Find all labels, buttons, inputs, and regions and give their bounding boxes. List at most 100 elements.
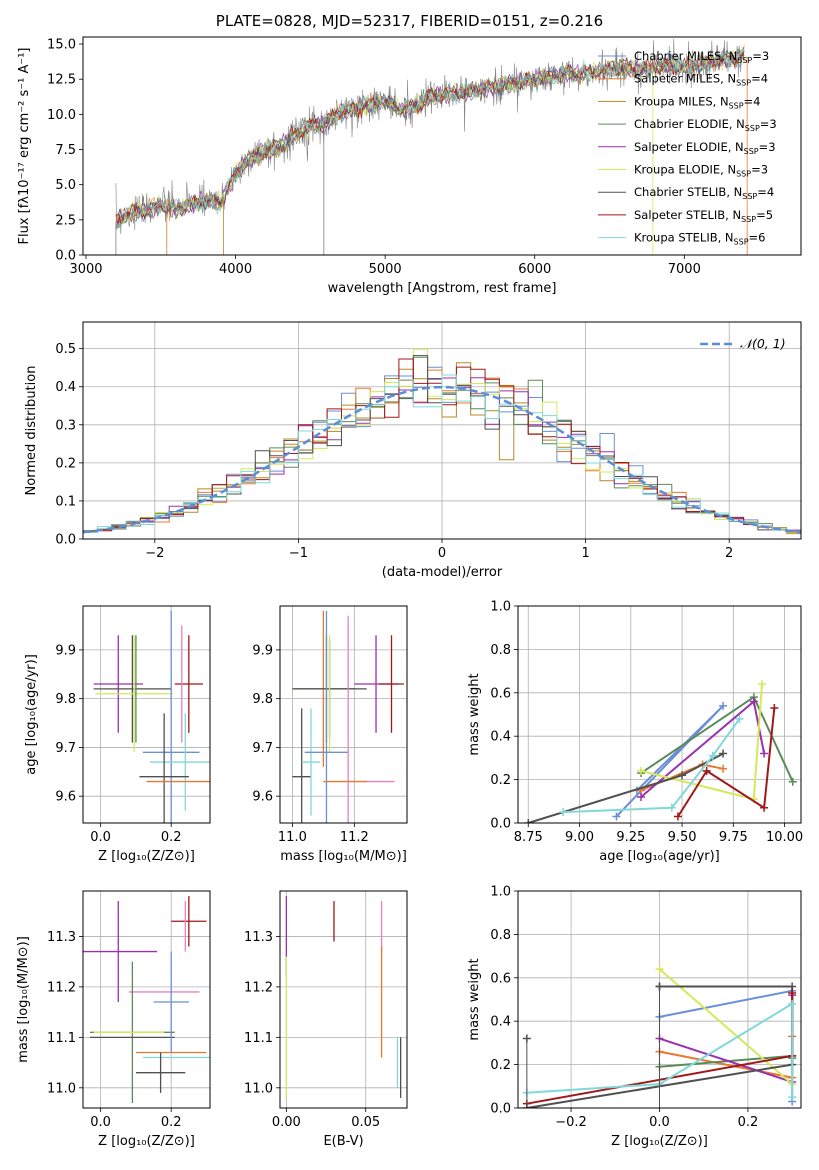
x-axis-label: Z [log₁₀(Z/Z⊙)]	[98, 1134, 195, 1149]
age-vs-mass-panel: 11.0 11.2 9.6 9.7 9.8 9.9 mass [log₁₀(M/M⊙)]	[252, 605, 408, 864]
y-tick-label: 0.6	[490, 686, 511, 701]
x-tick-label: 0.2	[161, 1115, 182, 1130]
x-axis-label: Z [log₁₀(Z/Z⊙)]	[611, 1134, 708, 1149]
x-tick-label: 0.00	[272, 1115, 301, 1130]
y-tick-label: 0.0	[55, 533, 76, 548]
error-bars	[285, 896, 402, 1098]
weight-marker	[559, 808, 568, 817]
axes-frame	[82, 36, 802, 256]
y-axis-label: mass weight	[467, 673, 482, 755]
y-tick-label: 1.0	[490, 885, 511, 900]
y-tick-label: 9.9	[252, 643, 273, 658]
x-tick-label: 0.0	[90, 830, 111, 845]
weight-marker	[667, 803, 676, 812]
error-bars	[93, 610, 210, 823]
axes-frame	[279, 890, 408, 1109]
weight-marker	[788, 1093, 797, 1102]
weight-marker	[708, 751, 717, 760]
model-spectrum-salpeter_stelib	[115, 52, 745, 225]
y-tick-label: 11.3	[244, 930, 273, 945]
error-bars	[83, 896, 210, 1103]
axes-frame	[82, 890, 211, 1109]
x-tick-label: 0	[438, 546, 446, 561]
x-tick-label: −2	[145, 546, 164, 561]
y-tick-label: 11.3	[47, 930, 76, 945]
y-tick-label: 7.5	[55, 143, 76, 158]
legend-entry: Salpeter STELIB, NSSP=5	[634, 208, 773, 224]
spectrum-panel: 3000 4000 5000 6000 7000 0.0 2.5 5.0 7.5 10.0 12.5…	[17, 36, 802, 296]
weight-line-salpeter_stelib	[677, 707, 776, 818]
y-tick-label: 0.8	[490, 928, 511, 943]
y-tick-label: 2.5	[55, 213, 76, 228]
weight-vs-age-panel: 8.75 9.00 9.25 9.50 9.75 10.00 0.0 0.2 0.4 0.6 0.8…	[467, 600, 803, 865]
x-axis-label: wavelength [Angstrom, rest frame]	[328, 281, 557, 296]
y-tick-label: 11.0	[47, 1081, 76, 1096]
legend-entry: Chabrier STELIB, NSSP=4	[634, 185, 774, 201]
histogram-kroupa_stelib	[83, 374, 801, 534]
x-axis-label: Z [log₁₀(Z/Z⊙)]	[98, 849, 195, 864]
y-tick-label: 9.7	[252, 741, 273, 756]
x-tick-label: 9.00	[565, 830, 594, 845]
x-tick-label: 6000	[518, 262, 551, 277]
x-tick-label: 0.0	[649, 1115, 670, 1130]
y-tick-label: 0.5	[55, 342, 76, 357]
legend-entry-normal: 𝒩(0, 1)	[740, 336, 786, 351]
axes-frame	[279, 605, 408, 824]
x-tick-label: 7000	[668, 262, 701, 277]
y-tick-label: 9.7	[55, 741, 76, 756]
y-tick-label: 0.2	[490, 773, 511, 788]
weight-marker	[702, 766, 711, 775]
x-tick-label: 9.25	[616, 830, 645, 845]
legend-entry: Salpeter ELODIE, NSSP=3	[634, 140, 776, 156]
x-tick-label: 11.2	[340, 830, 369, 845]
weight-marker	[788, 777, 797, 786]
x-axis-label: E(B-V)	[323, 1134, 363, 1149]
y-tick-label: 15.0	[47, 38, 76, 53]
x-tick-label: 4000	[219, 262, 252, 277]
weight-marker	[760, 803, 769, 812]
y-tick-label: 5.0	[55, 178, 76, 193]
x-tick-label: 1	[581, 546, 589, 561]
age-vs-Z-panel: 0.0 0.2 9.6 9.7 9.8 9.9 Z [log₁₀(Z/Z⊙)] age [lo…	[24, 605, 211, 864]
weight-line-chabrier_elodie	[640, 695, 794, 783]
weight-lines	[522, 965, 797, 1108]
weight-marker	[524, 819, 533, 823]
legend-entry: Kroupa MILES, NSSP=4	[634, 94, 760, 110]
x-tick-label: 3000	[69, 262, 102, 277]
x-tick-label: 10.00	[766, 830, 803, 845]
y-tick-label: 11.0	[244, 1081, 273, 1096]
legend-entry: Salpeter MILES, NSSP=4	[634, 72, 768, 88]
x-tick-label: 0.2	[161, 830, 182, 845]
x-tick-label: 11.0	[278, 830, 307, 845]
x-axis-label: mass [log₁₀(M/M⊙)]	[280, 849, 407, 864]
figure-title: PLATE=0828, MJD=52317, FIBERID=0151, z=0…	[215, 12, 604, 30]
weight-marker	[770, 703, 779, 712]
model-spectrum-salpeter_elodie	[115, 51, 745, 228]
weight-marker	[735, 714, 744, 723]
weight-line-chabrier_stelib	[528, 752, 724, 823]
y-tick-label: 0.2	[55, 456, 76, 471]
weight-marker	[719, 749, 728, 758]
y-axis-label: Flux [fλ10⁻¹⁷ erg cm⁻² s⁻¹ A⁻¹]	[17, 48, 32, 245]
axes-frame	[517, 605, 802, 824]
y-tick-label: 0.0	[490, 1102, 511, 1117]
y-tick-label: 0.3	[55, 418, 76, 433]
x-axis-label: age [log₁₀(age/yr)]	[599, 849, 720, 864]
x-tick-label: 0.0	[90, 1115, 111, 1130]
legend-entry: Chabrier ELODIE, NSSP=3	[634, 117, 777, 133]
y-axis-label: age [log₁₀(age/yr)]	[24, 654, 39, 775]
x-tick-label: −0.2	[555, 1115, 587, 1130]
y-tick-label: 1.0	[490, 600, 511, 615]
weight-marker	[637, 792, 646, 801]
weight-marker	[719, 764, 728, 773]
spectrum-lines	[115, 38, 748, 255]
x-axis-label: (data-model)/error	[382, 565, 503, 580]
y-tick-label: 11.1	[47, 1031, 76, 1046]
y-tick-label: 0.1	[55, 494, 76, 509]
x-tick-label: 9.50	[668, 830, 697, 845]
residuals-panel: −2 −1 0 1 2 0.0 0.1 0.2 0.3 0.4 0.5 (data-model)/er…	[24, 321, 802, 580]
axes-frame	[517, 890, 802, 1109]
y-tick-label: 0.8	[490, 643, 511, 658]
y-tick-label: 0.6	[490, 971, 511, 986]
y-tick-label: 9.9	[55, 643, 76, 658]
